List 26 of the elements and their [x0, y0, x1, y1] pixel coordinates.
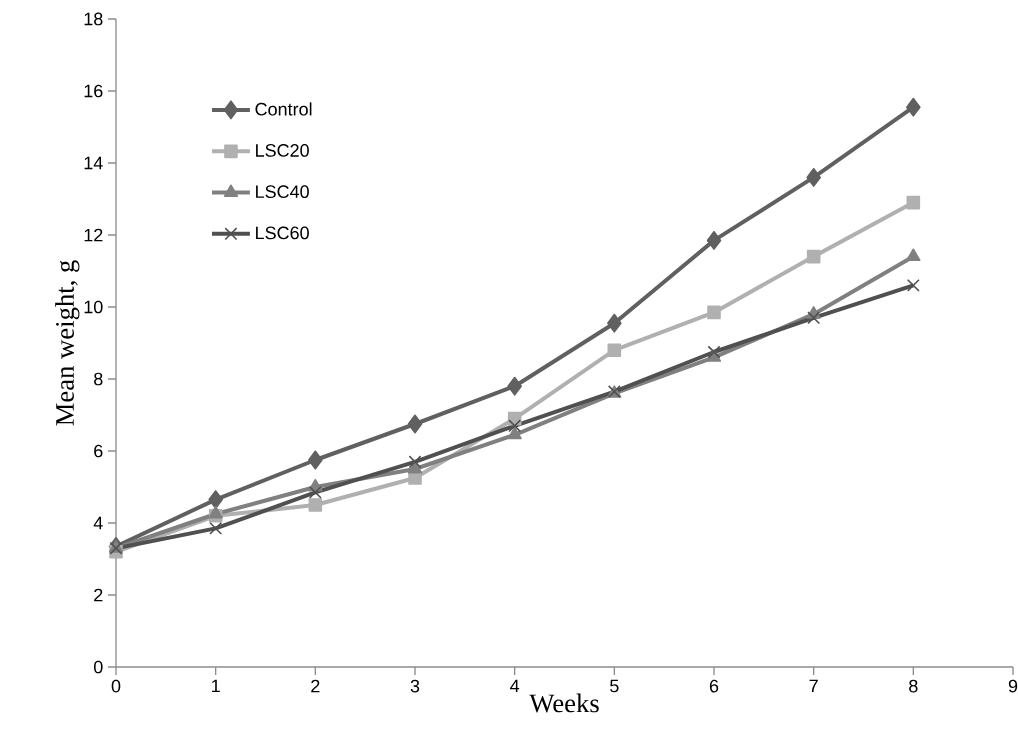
- y-tick-label: 16: [84, 84, 103, 98]
- x-tick-label: 5: [610, 679, 619, 693]
- legend-label: LSC60: [256, 226, 309, 240]
- x-axis-title: Weeks: [529, 693, 599, 713]
- x-tick-label: 3: [410, 679, 420, 693]
- y-tick-label: 18: [84, 12, 103, 26]
- legend-label: LSC40: [256, 185, 309, 199]
- x-tick-label: 6: [709, 679, 719, 693]
- x-tick-label: 2: [311, 679, 320, 693]
- x-tick-label: 8: [909, 679, 918, 693]
- x-tick-label: 9: [1008, 679, 1018, 693]
- y-tick-label: 10: [84, 300, 103, 314]
- y-tick-label: 2: [94, 588, 103, 602]
- x-tick-label: 0: [111, 679, 121, 693]
- y-tick-label: 8: [94, 372, 103, 386]
- x-tick-label: 7: [809, 679, 818, 693]
- y-tick-label: 0: [93, 660, 103, 674]
- legend-label: LSC20: [256, 144, 309, 157]
- y-tick-label: 14: [84, 156, 103, 170]
- y-axis-title: Mean weight, g: [55, 260, 80, 426]
- x-tick-label: 1: [212, 679, 220, 693]
- y-tick-label: 6: [94, 444, 103, 458]
- x-tick-label: 4: [510, 679, 520, 693]
- legend-label: Control: [255, 102, 312, 116]
- y-tick-label: 4: [93, 516, 103, 530]
- y-tick-label: 12: [84, 228, 103, 242]
